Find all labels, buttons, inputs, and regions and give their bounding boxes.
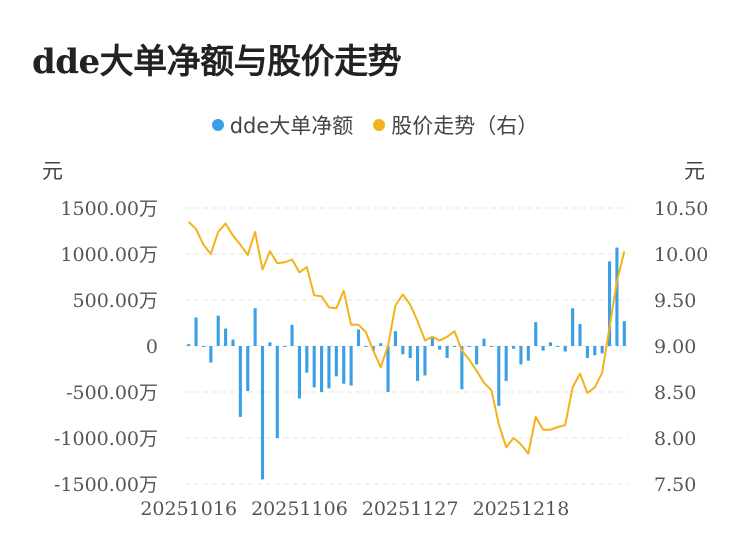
legend-item-price[interactable]: 股价走势（右） xyxy=(373,110,538,140)
dde-bar xyxy=(622,321,626,346)
right-tick-label: 10.50 xyxy=(654,198,708,220)
dde-bar xyxy=(386,346,390,392)
dde-bar xyxy=(238,346,242,417)
dde-bar xyxy=(445,346,449,358)
chart-legend: dde大单净额 股价走势（右） xyxy=(0,110,750,140)
dde-bar xyxy=(224,328,228,346)
dde-bar xyxy=(423,346,427,376)
dde-bar xyxy=(578,323,582,346)
dde-bar xyxy=(416,346,420,381)
axis-layer: 1500.00万 1000.00万 500.00万 0 -500.00万 -1000.00… xyxy=(54,198,708,520)
dde-bar xyxy=(593,346,597,356)
right-tick-label: 8.50 xyxy=(654,382,696,404)
legend-dot-price xyxy=(373,119,386,131)
dde-bar xyxy=(187,344,191,346)
dde-bar xyxy=(393,331,397,346)
dde-bar xyxy=(231,339,235,346)
dde-bar xyxy=(356,329,361,346)
dde-bar xyxy=(401,346,405,355)
dde-bar xyxy=(305,346,309,373)
dde-bar xyxy=(504,346,508,381)
dde-bar xyxy=(541,346,545,351)
dde-bar xyxy=(482,338,486,346)
dde-bar xyxy=(253,308,257,346)
dde-bar xyxy=(563,346,567,352)
dde-bar xyxy=(246,346,250,392)
left-tick-label: -500.00万 xyxy=(66,382,158,404)
price-line xyxy=(187,221,626,455)
dde-bar xyxy=(408,346,412,358)
dde-bar xyxy=(430,337,434,346)
dde-bar xyxy=(275,346,279,438)
dde-bar xyxy=(489,346,493,347)
dde-bar xyxy=(312,346,316,388)
dde-bar xyxy=(519,346,523,365)
bar-layer xyxy=(187,247,626,480)
legend-label-price: 股价走势（右） xyxy=(391,114,539,138)
dde-bar xyxy=(467,346,471,347)
legend-item-dde[interactable]: dde大单净额 xyxy=(211,110,354,140)
dde-bar xyxy=(297,346,301,399)
dde-bar xyxy=(526,346,530,361)
x-tick-label: 20251106 xyxy=(251,498,348,520)
dde-bar xyxy=(320,346,324,392)
dde-bar xyxy=(201,346,206,347)
right-tick-label: 9.00 xyxy=(654,336,696,358)
dde-bar xyxy=(600,346,604,354)
right-tick-label: 9.50 xyxy=(654,290,696,312)
dde-bar xyxy=(364,346,368,347)
dde-bar xyxy=(209,346,213,363)
dde-bar xyxy=(497,346,501,406)
dde-bar xyxy=(534,322,538,346)
dde-bar xyxy=(460,346,464,390)
right-axis-unit: 元 xyxy=(684,159,705,183)
left-tick-label: 1500.00万 xyxy=(60,198,158,220)
right-tick-label: 7.50 xyxy=(654,474,696,496)
x-tick-label: 20251218 xyxy=(473,498,570,520)
x-tick-label: 20251016 xyxy=(140,498,237,520)
grid-layer xyxy=(185,207,628,485)
dde-bar xyxy=(334,346,338,377)
line-layer xyxy=(187,221,626,455)
legend-label-dde: dde大单净额 xyxy=(229,114,354,138)
left-tick-label: 0 xyxy=(146,336,158,358)
dde-bar xyxy=(260,346,265,480)
dde-bar xyxy=(342,346,346,384)
left-tick-label: 500.00万 xyxy=(73,290,158,312)
dde-bar xyxy=(548,342,553,346)
dde-bar xyxy=(268,342,272,346)
dde-bar xyxy=(283,346,287,347)
right-tick-label: 8.00 xyxy=(654,428,696,450)
dde-bar xyxy=(475,346,479,365)
dde-bar xyxy=(327,346,331,389)
dde-bar xyxy=(290,324,294,346)
dde-bar xyxy=(438,346,442,350)
left-tick-label: 1000.00万 xyxy=(60,244,158,266)
dde-bar xyxy=(512,346,516,349)
dde-bar xyxy=(216,315,220,346)
left-tick-label: -1500.00万 xyxy=(54,474,158,496)
dde-bar xyxy=(585,346,589,358)
dde-bar xyxy=(379,343,383,346)
dde-bar xyxy=(615,247,619,346)
chart-title: dde大单净额与股价走势 xyxy=(32,42,402,82)
dde-bar xyxy=(571,308,575,346)
legend-dot-dde xyxy=(211,119,224,131)
left-axis-unit: 元 xyxy=(42,159,63,183)
right-tick-label: 10.00 xyxy=(654,244,708,266)
dde-bar xyxy=(556,346,560,347)
left-tick-label: -1000.00万 xyxy=(54,428,158,450)
x-tick-label: 20251127 xyxy=(362,498,459,520)
dde-bar xyxy=(607,261,612,346)
dde-bar xyxy=(452,346,457,347)
dde-bar xyxy=(194,317,198,346)
dde-bar xyxy=(349,346,353,386)
